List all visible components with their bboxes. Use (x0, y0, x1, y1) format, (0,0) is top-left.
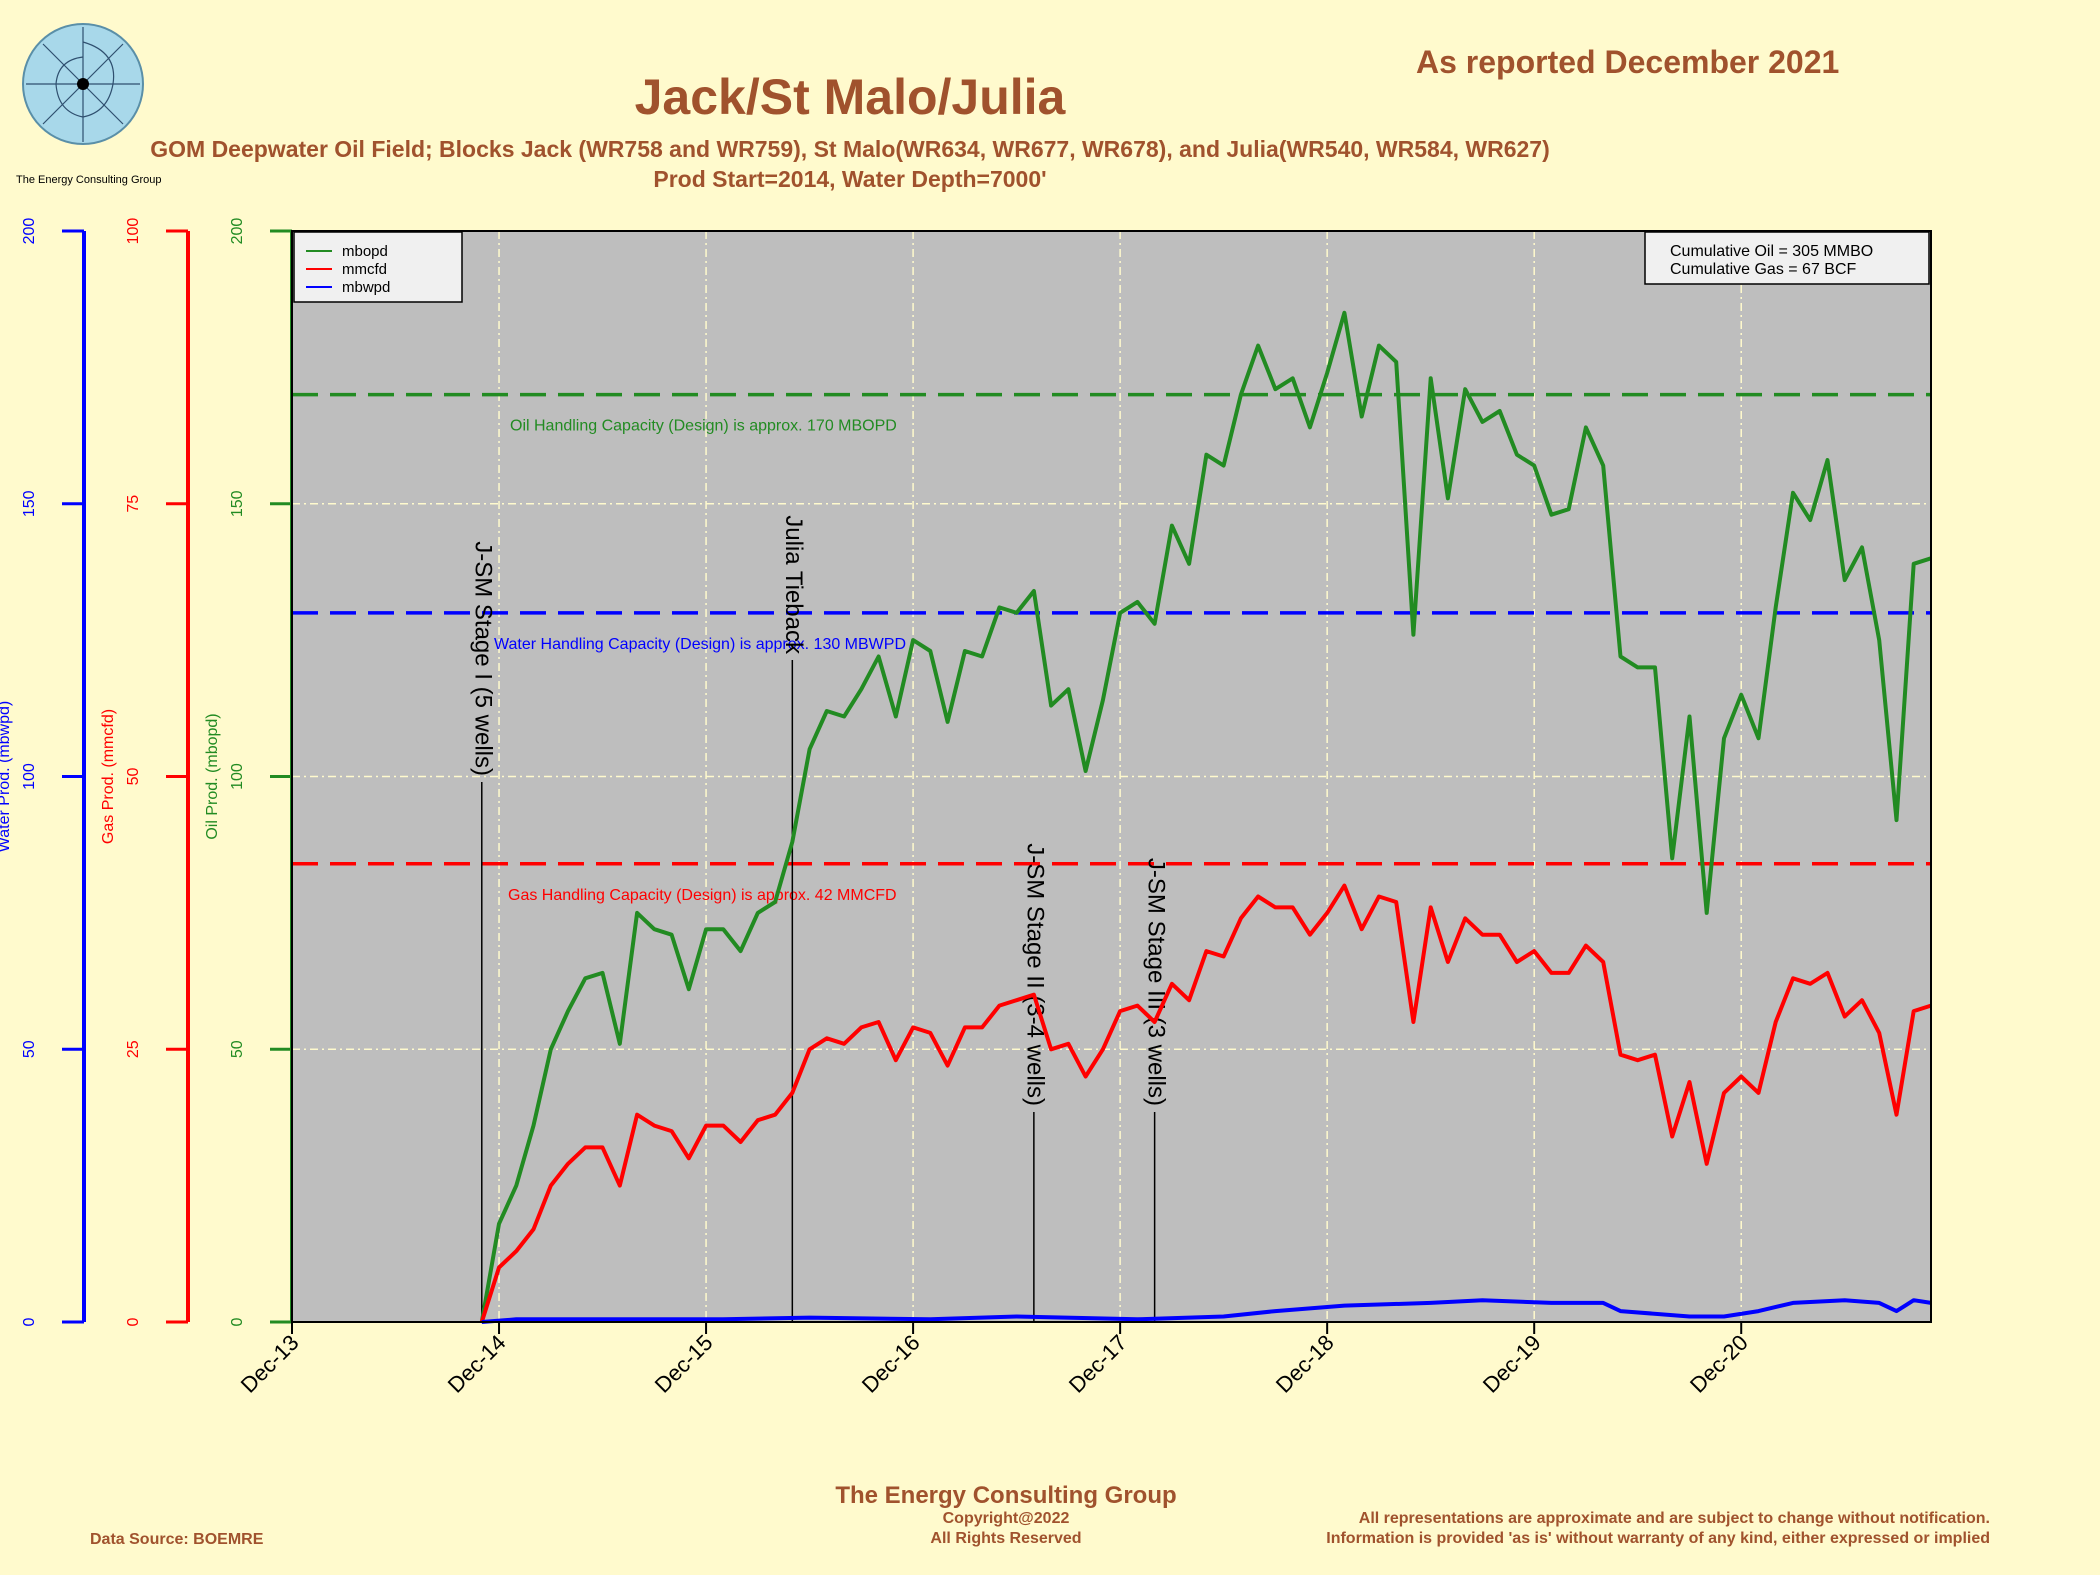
oil-tick-label: 100 (229, 763, 246, 790)
legend-label-water: mbwpd (342, 279, 390, 296)
footer-company: The Energy Consulting Group (835, 1482, 1177, 1509)
event-label: J-SM Stage I (5 wells) (469, 541, 496, 776)
water-tick-label: 150 (21, 490, 38, 517)
oil-tick-label: 200 (229, 218, 246, 245)
series-mmcfd (479, 883, 1932, 1323)
series-mbopd (479, 310, 1932, 1323)
subtitle-depth: Prod Start=2014, Water Depth=7000' (653, 166, 1047, 192)
water-tick-label: 100 (21, 763, 38, 790)
oil-tick-label: 50 (229, 1040, 246, 1058)
event-label: J-SM Stage III (3 wells) (1142, 858, 1169, 1106)
oil-tick-label: 0 (229, 1317, 246, 1326)
legend-label-gas: mmcfd (342, 261, 387, 278)
oil-capacity-label: Oil Handling Capacity (Design) is approx… (510, 418, 897, 435)
water-tick-label: 0 (21, 1317, 38, 1326)
water-tick-label: 50 (21, 1040, 38, 1058)
x-tick-label: Dec-20 (1685, 1330, 1753, 1398)
x-tick-label: Dec-14 (443, 1330, 511, 1398)
legend-box (293, 231, 463, 303)
disclaimer-line1: All representations are approximate and … (1358, 1510, 1990, 1527)
page-title: Jack/St Malo/Julia (634, 69, 1066, 125)
gas-axis-title: Gas Prod. (mmcfd) (100, 709, 117, 844)
gas-tick-label: 0 (125, 1317, 142, 1326)
event-label: J-SM Stage II (3-4 wells) (1022, 843, 1049, 1106)
water-capacity-label: Water Handling Capacity (Design) is appr… (494, 636, 906, 653)
oil-axis-title: Oil Prod. (mbopd) (204, 713, 221, 839)
legend: mbopd mmcfd mbwpd (293, 231, 463, 303)
oil-tick-label: 150 (229, 490, 246, 517)
gas-tick-label: 100 (125, 218, 142, 245)
x-tick-label: Dec-13 (236, 1330, 304, 1398)
series-mbwpd (481, 1298, 1932, 1324)
water-tick-label: 200 (21, 218, 38, 245)
gas-tick-label: 25 (125, 1040, 142, 1058)
cumulative-oil: Cumulative Oil = 305 MMBO (1670, 243, 1873, 260)
legend-label-oil: mbopd (342, 243, 388, 260)
x-tick-label: Dec-18 (1271, 1330, 1339, 1398)
footer-rights: All Rights Reserved (930, 1530, 1082, 1547)
plot-frame (291, 230, 1932, 1323)
gas-tick-label: 75 (125, 495, 142, 513)
gas-tick-label: 50 (125, 768, 142, 786)
subtitle-blocks: GOM Deepwater Oil Field; Blocks Jack (WR… (150, 136, 1550, 162)
company-logo (18, 22, 148, 152)
gas-capacity-label: Gas Handling Capacity (Design) is approx… (508, 887, 897, 904)
cumulative-box: Cumulative Oil = 305 MMBO Cumulative Gas… (1644, 231, 1930, 285)
event-label: Julia Tieback (780, 515, 807, 655)
water-axis-title: Water Prod. (mbwpd) (0, 701, 13, 852)
x-tick-label: Dec-19 (1478, 1330, 1546, 1398)
logo-caption: The Energy Consulting Group (16, 174, 162, 186)
x-tick-label: Dec-15 (650, 1330, 718, 1398)
footer-copyright: Copyright@2022 (942, 1510, 1070, 1527)
cumulative-gas: Cumulative Gas = 67 BCF (1670, 261, 1857, 278)
data-source: Data Source: BOEMRE (90, 1531, 264, 1548)
report-date: As reported December 2021 (1416, 44, 1840, 80)
x-tick-label: Dec-16 (857, 1330, 925, 1398)
x-tick-label: Dec-17 (1064, 1330, 1132, 1398)
disclaimer-line2: Information is provided 'as is' without … (1326, 1530, 1990, 1547)
